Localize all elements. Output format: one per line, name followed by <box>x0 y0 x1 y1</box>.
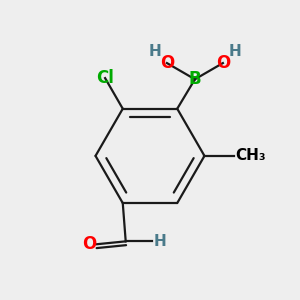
Text: H: H <box>149 44 161 59</box>
Text: O: O <box>82 235 96 253</box>
Text: O: O <box>216 54 230 72</box>
Text: B: B <box>189 70 201 88</box>
Text: H: H <box>153 234 166 249</box>
Text: CH₃: CH₃ <box>236 148 266 164</box>
Text: O: O <box>160 54 174 72</box>
Text: H: H <box>228 44 241 59</box>
Text: Cl: Cl <box>96 69 114 87</box>
